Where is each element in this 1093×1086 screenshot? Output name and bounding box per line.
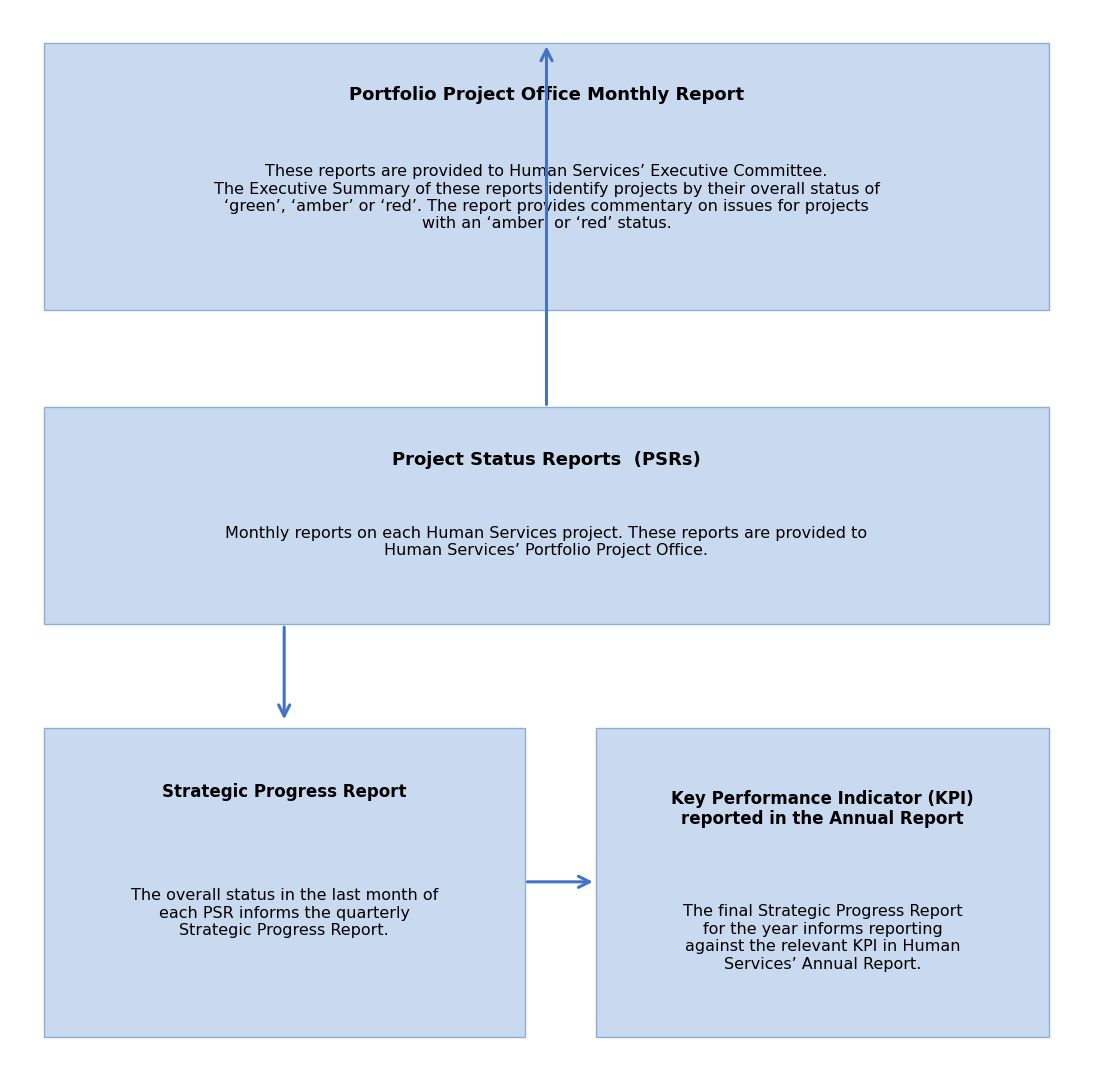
Text: Portfolio Project Office Monthly Report: Portfolio Project Office Monthly Report bbox=[349, 86, 744, 104]
FancyBboxPatch shape bbox=[44, 43, 1049, 310]
Text: Key Performance Indicator (KPI)
reported in the Annual Report: Key Performance Indicator (KPI) reported… bbox=[671, 790, 974, 829]
FancyBboxPatch shape bbox=[596, 728, 1049, 1037]
Text: The overall status in the last month of
each PSR informs the quarterly
Strategic: The overall status in the last month of … bbox=[130, 888, 438, 938]
Text: The final Strategic Progress Report
for the year informs reporting
against the r: The final Strategic Progress Report for … bbox=[683, 905, 962, 972]
Text: Strategic Progress Report: Strategic Progress Report bbox=[162, 783, 407, 801]
FancyBboxPatch shape bbox=[44, 407, 1049, 624]
Text: Monthly reports on each Human Services project. These reports are provided to
Hu: Monthly reports on each Human Services p… bbox=[225, 526, 868, 558]
FancyBboxPatch shape bbox=[44, 728, 525, 1037]
Text: These reports are provided to Human Services’ Executive Committee.
The Executive: These reports are provided to Human Serv… bbox=[213, 164, 880, 231]
Text: Project Status Reports  (PSRs): Project Status Reports (PSRs) bbox=[392, 451, 701, 469]
